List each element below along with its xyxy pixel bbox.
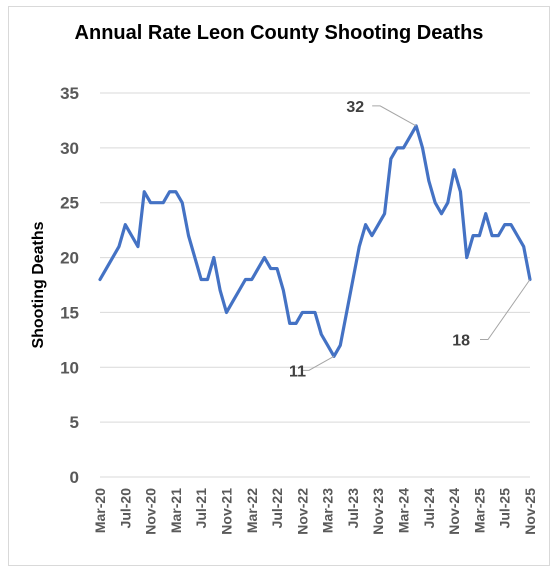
- x-tick-label: Nov-22: [294, 488, 310, 535]
- x-tick-label: Mar-24: [396, 488, 412, 533]
- series-layer: [98, 124, 532, 358]
- y-tick-label: 25: [60, 194, 79, 213]
- annotations: 32 11 18: [289, 99, 531, 380]
- y-tick-label: 20: [60, 249, 79, 268]
- annotation-label: 32: [346, 99, 364, 116]
- annotation-label: 18: [452, 333, 470, 350]
- gridlines: [100, 92, 530, 478]
- x-tick-label: Nov-25: [522, 488, 538, 535]
- series-line: [98, 124, 532, 358]
- x-tick-label: Nov-21: [218, 488, 234, 535]
- y-tick-label: 5: [70, 413, 79, 432]
- y-axis-label: Shooting Deaths: [30, 221, 47, 348]
- y-axis-ticks: 0 5 10 15 20 25 30 35: [60, 84, 79, 487]
- x-tick-label: Mar-20: [92, 488, 108, 533]
- x-tick-label: Jul-20: [117, 488, 133, 529]
- x-tick-label: Mar-23: [320, 488, 336, 533]
- x-tick-label: Mar-21: [168, 488, 184, 533]
- y-tick-label: 30: [60, 139, 79, 158]
- x-tick-label: Mar-22: [244, 488, 260, 533]
- x-tick-label: Jul-23: [345, 488, 361, 529]
- x-tick-label: Jul-22: [269, 488, 285, 529]
- annotation-leader: [300, 355, 335, 371]
- annotation-leader: [480, 279, 531, 341]
- y-tick-label: 0: [70, 468, 79, 487]
- y-tick-label: 15: [60, 303, 79, 322]
- annotation-leader: [372, 105, 417, 127]
- x-tick-label: Jul-21: [193, 488, 209, 529]
- y-tick-label: 10: [60, 358, 79, 377]
- x-tick-label: Nov-23: [370, 488, 386, 535]
- x-tick-label: Nov-20: [143, 488, 159, 535]
- chart-frame: [8, 6, 550, 566]
- annotation-label: 11: [289, 363, 306, 380]
- x-tick-label: Nov-24: [446, 488, 462, 535]
- x-axis-ticks: Mar-20 Jul-20 Nov-20 Mar-21 Jul-21 Nov-21 Mar-…: [92, 488, 538, 535]
- y-tick-label: 35: [60, 84, 79, 103]
- x-tick-label: Jul-25: [497, 488, 513, 529]
- x-tick-label: Mar-25: [471, 488, 487, 533]
- chart-title: Annual Rate Leon County Shooting Deaths: [74, 22, 484, 44]
- x-tick-label: Jul-24: [421, 488, 437, 529]
